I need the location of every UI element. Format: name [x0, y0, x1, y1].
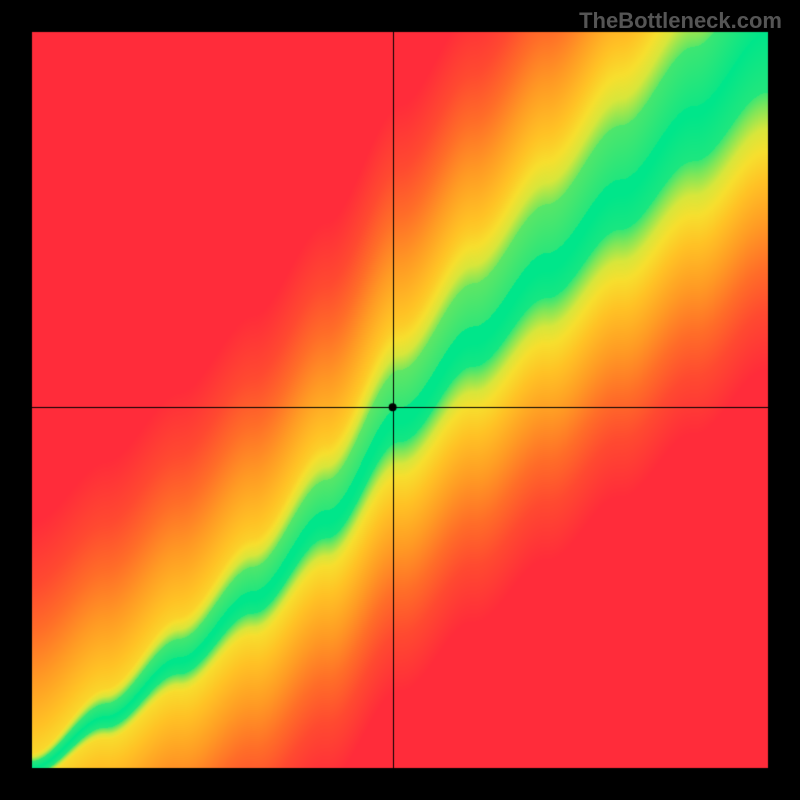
watermark-text: TheBottleneck.com [579, 8, 782, 34]
bottleneck-heatmap-canvas [0, 0, 800, 800]
chart-container: TheBottleneck.com [0, 0, 800, 800]
